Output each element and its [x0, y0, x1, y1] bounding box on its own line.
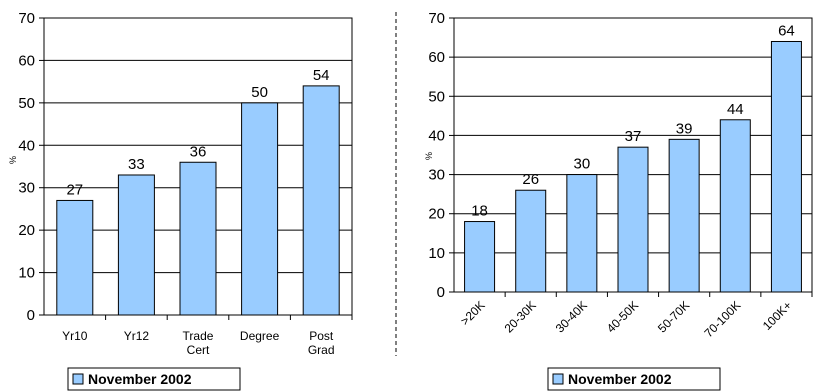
y-tick-label: 40 — [18, 137, 35, 154]
y-axis-label: % — [424, 152, 434, 160]
data-label: 26 — [522, 171, 539, 188]
bar — [241, 102, 279, 316]
y-tick-label: 20 — [428, 206, 445, 223]
bar — [668, 138, 700, 293]
y-tick-label: 50 — [428, 88, 445, 105]
y-tick-label: 60 — [428, 49, 445, 66]
bar — [302, 85, 340, 316]
data-label: 64 — [778, 22, 795, 39]
bar — [515, 189, 547, 293]
y-tick-label: 50 — [18, 95, 35, 112]
y-tick-label: 20 — [18, 222, 35, 239]
y-tick-label: 30 — [18, 180, 35, 197]
data-label: 18 — [471, 203, 488, 220]
bar — [56, 199, 94, 316]
x-tick-label: Trade Cert — [183, 329, 214, 357]
data-label: 54 — [313, 67, 330, 84]
x-tick-label: 40-50K — [604, 298, 641, 335]
data-label: 39 — [676, 120, 693, 137]
x-tick-label: 70-100K — [701, 298, 743, 340]
y-tick-label: 10 — [428, 245, 445, 262]
legend-swatch — [72, 373, 84, 385]
y-tick-label: 70 — [18, 10, 35, 27]
data-label: 27 — [66, 181, 83, 198]
education-chart: 0 10 20 30 40 50 60 70% 27 Yr10 33 Yr12 36 Trade Cert 5… — [8, 10, 353, 391]
x-tick-label: Yr12 — [124, 329, 150, 343]
data-label: 37 — [625, 128, 642, 145]
x-tick-label: 20-30K — [502, 298, 539, 335]
x-tick-label: Post Grad — [308, 329, 335, 357]
data-label: 33 — [128, 156, 145, 173]
y-tick-label: 30 — [428, 167, 445, 184]
data-label: 44 — [727, 101, 744, 118]
legend-swatch — [552, 373, 564, 385]
legend-label: November 2002 — [88, 371, 192, 387]
bar — [566, 174, 598, 293]
y-tick-label: 0 — [27, 307, 35, 324]
x-tick-label: >20K — [458, 298, 488, 328]
bar — [770, 40, 802, 293]
data-label: 36 — [190, 143, 207, 160]
x-tick-label: 30-40K — [553, 298, 590, 335]
y-tick-label: 10 — [18, 265, 35, 282]
bar — [719, 119, 751, 293]
legend-label: November 2002 — [568, 371, 672, 387]
bar — [464, 221, 496, 293]
x-tick-label: 50-70K — [655, 298, 692, 335]
data-label: 30 — [574, 156, 591, 173]
data-label: 50 — [251, 84, 268, 101]
bar — [117, 174, 155, 316]
y-tick-label: 40 — [428, 127, 445, 144]
x-tick-label: 100K+ — [760, 298, 795, 333]
legend-box — [547, 367, 721, 391]
y-tick-label: 60 — [18, 52, 35, 69]
legend-box — [67, 367, 241, 391]
income-chart: 0 10 20 30 40 50 60 70% 18 >20K 26 20-30K 30 30-40K 37… — [424, 10, 813, 391]
y-tick-label: 70 — [428, 10, 445, 27]
y-axis-label: % — [8, 156, 18, 164]
y-tick-label: 0 — [437, 284, 445, 301]
bar — [179, 161, 217, 316]
x-tick-label: Degree — [240, 329, 280, 343]
bar — [617, 146, 649, 293]
x-tick-label: Yr10 — [62, 329, 88, 343]
